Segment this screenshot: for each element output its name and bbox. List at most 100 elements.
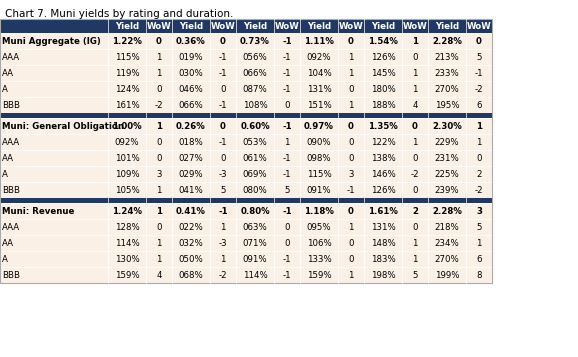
Text: 1: 1: [412, 137, 418, 146]
Text: 1: 1: [220, 222, 226, 231]
Text: 0.73%: 0.73%: [240, 36, 270, 45]
Text: -2: -2: [411, 170, 419, 178]
Text: 0: 0: [348, 206, 354, 216]
Text: 0: 0: [156, 154, 162, 162]
Text: -2: -2: [475, 85, 483, 94]
Text: AA: AA: [2, 238, 14, 247]
Text: 159%: 159%: [114, 271, 139, 280]
Text: 1.00%: 1.00%: [112, 121, 142, 131]
Text: 056%: 056%: [243, 52, 268, 61]
Text: -3: -3: [218, 238, 227, 247]
Text: 105%: 105%: [114, 186, 139, 195]
Text: 126%: 126%: [370, 186, 395, 195]
Text: 5: 5: [412, 271, 418, 280]
Bar: [0, 203, 492, 219]
Bar: [0, 219, 492, 235]
Text: 109%: 109%: [114, 170, 139, 178]
Text: WoW: WoW: [147, 21, 171, 30]
Text: 069%: 069%: [243, 170, 267, 178]
Text: 066%: 066%: [243, 69, 268, 77]
Text: 0: 0: [349, 154, 354, 162]
Text: 0: 0: [412, 52, 418, 61]
Text: 098%: 098%: [307, 154, 331, 162]
Text: 1: 1: [412, 255, 418, 263]
Bar: [0, 166, 492, 182]
Text: -1: -1: [218, 69, 227, 77]
Text: 218%: 218%: [435, 222, 460, 231]
Text: 126%: 126%: [370, 52, 395, 61]
Text: 041%: 041%: [179, 186, 203, 195]
Text: 0: 0: [349, 85, 354, 94]
Text: 2.28%: 2.28%: [432, 206, 462, 216]
Text: 046%: 046%: [179, 85, 203, 94]
Text: 0: 0: [156, 85, 162, 94]
Bar: [0, 19, 492, 33]
Text: BBB: BBB: [2, 271, 20, 280]
Text: 233%: 233%: [435, 69, 460, 77]
Text: 053%: 053%: [243, 137, 268, 146]
Text: 1: 1: [220, 255, 226, 263]
Text: 0: 0: [349, 137, 354, 146]
Text: -1: -1: [475, 69, 483, 77]
Text: 1: 1: [156, 69, 162, 77]
Text: 114%: 114%: [114, 238, 139, 247]
Text: 1: 1: [284, 137, 290, 146]
Text: 0: 0: [412, 121, 418, 131]
Text: 1: 1: [412, 85, 418, 94]
Bar: [0, 134, 492, 150]
Text: 130%: 130%: [114, 255, 139, 263]
Text: -2: -2: [475, 186, 483, 195]
Text: AA: AA: [2, 154, 14, 162]
Text: 270%: 270%: [435, 255, 460, 263]
Text: 183%: 183%: [370, 255, 395, 263]
Text: 0: 0: [284, 238, 290, 247]
Text: 0: 0: [348, 121, 354, 131]
Text: 104%: 104%: [306, 69, 331, 77]
Text: 198%: 198%: [370, 271, 395, 280]
Text: 213%: 213%: [435, 52, 460, 61]
Text: A: A: [2, 255, 8, 263]
Text: -2: -2: [218, 271, 227, 280]
Text: 018%: 018%: [179, 137, 203, 146]
Bar: [0, 65, 492, 81]
Text: 1.61%: 1.61%: [368, 206, 398, 216]
Text: 148%: 148%: [370, 238, 395, 247]
Text: 092%: 092%: [307, 52, 331, 61]
Text: 199%: 199%: [435, 271, 460, 280]
Text: -1: -1: [347, 186, 355, 195]
Text: WoW: WoW: [403, 21, 427, 30]
Text: 032%: 032%: [179, 238, 203, 247]
Text: 106%: 106%: [306, 238, 331, 247]
Text: 195%: 195%: [435, 101, 460, 110]
Text: 124%: 124%: [114, 85, 139, 94]
Text: -1: -1: [283, 170, 291, 178]
Text: 1.24%: 1.24%: [112, 206, 142, 216]
Text: 234%: 234%: [435, 238, 460, 247]
Text: -1: -1: [283, 85, 291, 94]
Text: 180%: 180%: [370, 85, 395, 94]
Text: 0: 0: [220, 36, 226, 45]
Text: A: A: [2, 85, 8, 94]
Text: 133%: 133%: [306, 255, 331, 263]
Text: -3: -3: [218, 170, 227, 178]
Text: 1: 1: [156, 186, 162, 195]
Text: AAA: AAA: [2, 137, 20, 146]
Text: 119%: 119%: [114, 69, 139, 77]
Text: -1: -1: [283, 52, 291, 61]
Text: 108%: 108%: [243, 101, 268, 110]
Text: 5: 5: [220, 186, 226, 195]
Text: 0: 0: [220, 154, 226, 162]
Text: WoW: WoW: [466, 21, 491, 30]
Text: 022%: 022%: [179, 222, 203, 231]
Text: 029%: 029%: [179, 170, 203, 178]
Text: 050%: 050%: [179, 255, 203, 263]
Text: 115%: 115%: [114, 52, 139, 61]
Text: 1: 1: [476, 121, 482, 131]
Text: 1: 1: [156, 121, 162, 131]
Text: -1: -1: [283, 255, 291, 263]
Text: Yield: Yield: [435, 21, 459, 30]
Text: Chart 7. Muni yields by rating and duration.: Chart 7. Muni yields by rating and durat…: [5, 9, 234, 19]
Text: 138%: 138%: [370, 154, 395, 162]
Text: 0: 0: [156, 222, 162, 231]
Text: 1.35%: 1.35%: [368, 121, 398, 131]
